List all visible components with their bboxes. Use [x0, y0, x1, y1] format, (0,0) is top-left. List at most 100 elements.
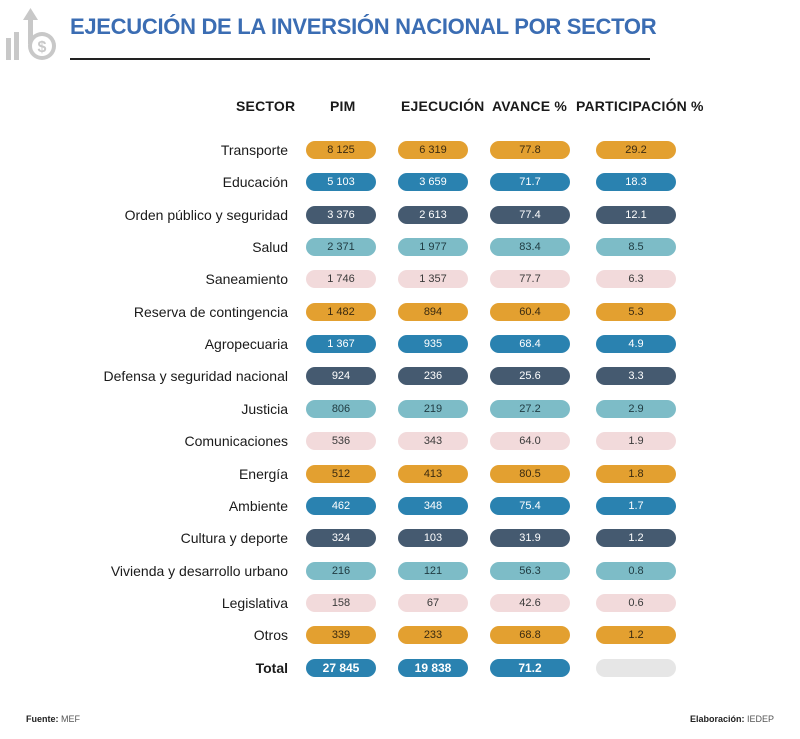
sector-label: Agropecuaria — [204, 336, 288, 353]
cell-participacion: 1.7 — [596, 496, 676, 515]
cell-ejecucion: 236 — [398, 367, 468, 386]
footer-credit: Elaboración: IEDEP — [690, 714, 774, 724]
cell-avance: 83.4 — [490, 238, 570, 257]
cell-pim: 5 103 — [306, 173, 376, 192]
sector-label: Salud — [252, 239, 288, 256]
cell-avance: 42.6 — [490, 593, 570, 612]
cell-ejecucion: 894 — [398, 302, 468, 321]
cell-participacion: 1.8 — [596, 464, 676, 483]
sector-label: Otros — [253, 627, 288, 644]
cell-ejecucion: 2 613 — [398, 205, 468, 224]
sector-label: Vivienda y desarrollo urbano — [110, 562, 288, 579]
cell-ejecucion: 233 — [398, 626, 468, 645]
credit-label: Elaboración: — [689, 714, 745, 724]
cell-participacion: 18.3 — [596, 173, 676, 192]
cell-pim: 462 — [306, 496, 376, 515]
chart-bars-dollar-arrow-icon: $ — [6, 8, 56, 60]
cell-avance: 77.8 — [490, 141, 570, 159]
cell-ejecucion: 343 — [398, 432, 468, 451]
cell-ejecucion: 348 — [398, 496, 468, 515]
sector-label: Legislativa — [221, 594, 288, 611]
cell-avance: 27.2 — [490, 399, 570, 418]
cell-avance: 80.5 — [490, 464, 570, 483]
cell-ejecucion-total: 19 838 — [398, 658, 468, 677]
cell-pim: 924 — [306, 367, 376, 386]
cell-ejecucion: 219 — [398, 399, 468, 418]
cell-pim: 216 — [306, 561, 376, 580]
cell-participacion: 1.2 — [596, 529, 676, 548]
cell-pim: 2 371 — [306, 238, 376, 257]
title-underline — [70, 58, 650, 60]
cell-participacion: 0.6 — [596, 593, 676, 612]
cell-pim: 536 — [306, 432, 376, 451]
cell-pim: 1 367 — [306, 335, 376, 354]
cell-participacion: 12.1 — [596, 205, 676, 224]
svg-text:$: $ — [38, 39, 47, 56]
cell-participacion: 1.2 — [596, 626, 676, 645]
sector-label: Ambiente — [228, 497, 288, 514]
cell-ejecucion: 67 — [398, 593, 468, 612]
cell-participacion: 3.3 — [596, 367, 676, 386]
cell-pim: 339 — [306, 626, 376, 645]
cell-avance: 75.4 — [490, 496, 570, 515]
cell-pim-total: 27 845 — [306, 658, 376, 677]
cell-avance: 68.8 — [490, 626, 570, 645]
sector-label: Cultura y deporte — [180, 530, 288, 547]
cell-ejecucion: 3 659 — [398, 173, 468, 192]
cell-avance: 77.7 — [490, 270, 570, 289]
col-header-pim: PIM — [330, 98, 356, 114]
cell-participacion: 2.9 — [596, 399, 676, 418]
col-header-participacion: PARTICIPACIÓN % — [576, 98, 704, 114]
cell-avance: 25.6 — [490, 367, 570, 386]
col-header-avance: AVANCE % — [492, 98, 567, 114]
sector-label: Comunicaciones — [184, 433, 289, 450]
cell-pim: 158 — [306, 593, 376, 612]
col-header-ejecucion: EJECUCIÓN — [401, 98, 485, 114]
cell-pim: 1 746 — [306, 270, 376, 289]
cell-avance: 31.9 — [490, 529, 570, 548]
cell-ejecucion: 121 — [398, 561, 468, 580]
cell-ejecucion: 103 — [398, 529, 468, 548]
cell-avance: 71.7 — [490, 173, 570, 192]
footer-source: Fuente: MEF — [26, 714, 80, 724]
sector-label: Reserva de contingencia — [133, 303, 288, 320]
cell-participacion: 5.3 — [596, 302, 676, 321]
cell-participacion: 29.2 — [596, 141, 676, 159]
cell-participacion: 1.9 — [596, 432, 676, 451]
page-title: EJECUCIÓN DE LA INVERSIÓN NACIONAL POR S… — [70, 14, 657, 39]
cell-avance-total: 71.2 — [490, 658, 570, 677]
sector-label: Saneamiento — [205, 271, 288, 288]
credit-value: IEDEP — [746, 714, 774, 724]
cell-avance: 77.4 — [490, 205, 570, 224]
cell-ejecucion: 1 357 — [398, 270, 468, 289]
sector-label: Justicia — [241, 400, 288, 417]
cell-avance: 64.0 — [490, 432, 570, 451]
sector-label: Transporte — [220, 142, 288, 158]
cell-participacion: 4.9 — [596, 335, 676, 354]
cell-participacion-total — [596, 658, 676, 677]
cell-ejecucion: 935 — [398, 335, 468, 354]
col-header-sector: SECTOR — [236, 98, 296, 114]
cell-ejecucion: 6 319 — [398, 141, 468, 159]
cell-participacion: 8.5 — [596, 238, 676, 257]
total-label: Total — [255, 659, 288, 676]
cell-participacion: 0.8 — [596, 561, 676, 580]
cell-pim: 806 — [306, 399, 376, 418]
source-value: MEF — [61, 714, 81, 724]
cell-pim: 324 — [306, 529, 376, 548]
cell-pim: 3 376 — [306, 205, 376, 224]
cell-ejecucion: 1 977 — [398, 238, 468, 257]
sector-label: Orden público y seguridad — [124, 206, 288, 223]
cell-pim: 8 125 — [306, 141, 376, 159]
source-label: Fuente: — [26, 714, 59, 724]
cell-avance: 60.4 — [490, 302, 570, 321]
cell-pim: 512 — [306, 464, 376, 483]
cell-pim: 1 482 — [306, 302, 376, 321]
cell-avance: 68.4 — [490, 335, 570, 354]
cell-avance: 56.3 — [490, 561, 570, 580]
sector-label: Energía — [238, 465, 288, 482]
cell-ejecucion: 413 — [398, 464, 468, 483]
sector-label: Defensa y seguridad nacional — [103, 368, 288, 385]
cell-participacion: 6.3 — [596, 270, 676, 289]
sector-label: Educación — [222, 174, 288, 191]
